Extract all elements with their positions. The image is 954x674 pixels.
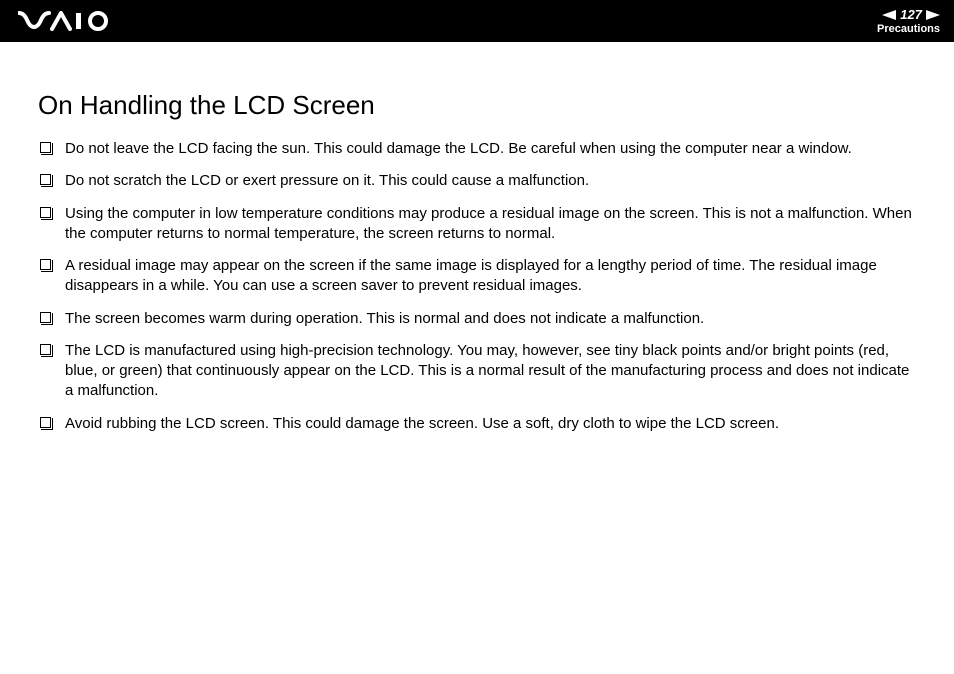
bullet-text: Do not leave the LCD facing the sun. Thi… <box>65 139 916 159</box>
bullet-text: The screen becomes warm during operation… <box>65 309 916 329</box>
bullet-icon <box>40 207 51 218</box>
page-title: On Handling the LCD Screen <box>38 90 916 121</box>
section-label: Precautions <box>877 23 940 35</box>
list-item: A residual image may appear on the scree… <box>38 256 916 297</box>
list-item: The screen becomes warm during operation… <box>38 309 916 329</box>
list-item: Do not leave the LCD facing the sun. Thi… <box>38 139 916 159</box>
next-page-arrow-icon[interactable] <box>926 10 940 20</box>
header-bar: 127 Precautions <box>0 0 954 42</box>
bullet-text: Do not scratch the LCD or exert pressure… <box>65 171 916 191</box>
bullet-text: Avoid rubbing the LCD screen. This could… <box>65 414 916 434</box>
bullet-icon <box>40 417 51 428</box>
vaio-logo <box>18 11 114 31</box>
page-nav: 127 <box>882 7 940 22</box>
bullet-list: Do not leave the LCD facing the sun. Thi… <box>38 139 916 434</box>
bullet-text: The LCD is manufactured using high-preci… <box>65 341 916 402</box>
list-item: Do not scratch the LCD or exert pressure… <box>38 171 916 191</box>
list-item: Using the computer in low temperature co… <box>38 204 916 245</box>
bullet-text: Using the computer in low temperature co… <box>65 204 916 245</box>
bullet-icon <box>40 174 51 185</box>
bullet-icon <box>40 142 51 153</box>
bullet-icon <box>40 312 51 323</box>
bullet-icon <box>40 259 51 270</box>
bullet-text: A residual image may appear on the scree… <box>65 256 916 297</box>
page-number: 127 <box>900 7 922 22</box>
list-item: The LCD is manufactured using high-preci… <box>38 341 916 402</box>
bullet-icon <box>40 344 51 355</box>
list-item: Avoid rubbing the LCD screen. This could… <box>38 414 916 434</box>
prev-page-arrow-icon[interactable] <box>882 10 896 20</box>
header-right: 127 Precautions <box>877 7 940 35</box>
content-area: On Handling the LCD Screen Do not leave … <box>0 42 954 466</box>
